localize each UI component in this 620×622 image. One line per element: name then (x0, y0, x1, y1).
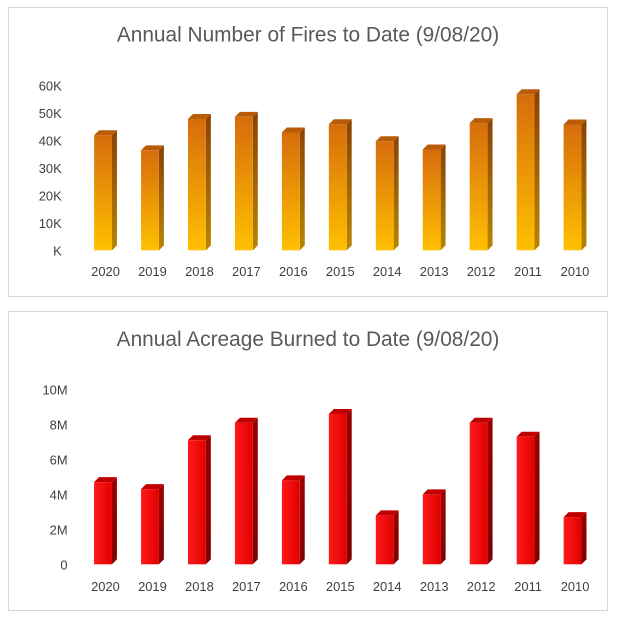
fires-plot-area: K 10K 20K 30K 40K 50K 60K 2020 2019 2018 2017 2016 2… (39, 78, 590, 279)
acreage-bar (281, 475, 305, 565)
fires-category-label: 2010 (561, 264, 590, 279)
acreage-ytick-label: 0 (60, 557, 67, 572)
fires-category-label: 2011 (514, 264, 542, 279)
acreage-bar (187, 435, 211, 565)
acreage-category-label: 2010 (561, 579, 590, 594)
fires-chart: Annual Number of Fires to Date (9/08/20)… (39, 24, 590, 279)
fires-category-label: 2016 (279, 264, 308, 279)
acreage-ytick-label: 2M (50, 522, 68, 537)
acreage-category-label: 2016 (279, 579, 308, 594)
acreage-bar (375, 510, 399, 565)
fires-bar (469, 118, 493, 251)
acreage-ytick-label: 10M (43, 382, 68, 397)
fires-ytick-label: 30K (39, 161, 62, 176)
acreage-category-label: 2020 (91, 579, 120, 594)
fires-bar (563, 119, 587, 251)
acreage-plot-area: 0 2M 4M 6M 8M 10M 2020 2019 2018 2017 2016 2015 2014… (43, 382, 590, 594)
acreage-category-label: 2018 (185, 579, 214, 594)
fires-chart-title: Annual Number of Fires to Date (9/08/20) (117, 24, 499, 47)
fires-bar (141, 145, 164, 251)
fires-category-label: 2020 (91, 264, 120, 279)
acreage-category-label: 2011 (514, 579, 542, 594)
acreage-category-label: 2013 (420, 579, 449, 594)
acreage-category-label: 2017 (232, 579, 261, 594)
fires-ytick-label: 60K (39, 78, 62, 93)
acreage-chart-title: Annual Acreage Burned to Date (9/08/20) (117, 328, 500, 351)
fires-bar (516, 89, 540, 251)
fires-chart-panel: Annual Number of Fires to Date (9/08/20)… (8, 7, 608, 297)
fires-category-label: 2014 (373, 264, 402, 279)
fires-ytick-label: 50K (39, 106, 62, 121)
fires-ytick-label: 40K (39, 133, 62, 148)
fires-category-label: 2018 (185, 264, 214, 279)
acreage-bar (234, 417, 258, 565)
acreage-ytick-label: 6M (50, 452, 68, 467)
acreage-category-label: 2014 (373, 579, 402, 594)
acreage-bar (422, 489, 446, 565)
acreage-bar (563, 512, 587, 565)
fires-ytick-label: K (53, 243, 62, 258)
fires-bar (281, 127, 305, 251)
fires-bar (188, 114, 211, 251)
acreage-chart: Annual Acreage Burned to Date (9/08/20) … (43, 328, 590, 594)
acreage-bar (141, 484, 164, 565)
fires-bar (234, 111, 258, 251)
acreage-bar (328, 408, 352, 565)
fires-ytick-label: 10K (39, 216, 62, 231)
acreage-bar (469, 417, 493, 565)
acreage-ytick-label: 4M (50, 487, 68, 502)
acreage-chart-panel: Annual Acreage Burned to Date (9/08/20) … (8, 311, 608, 611)
fires-category-label: 2017 (232, 264, 261, 279)
fires-bar (94, 130, 117, 251)
fires-category-label: 2019 (138, 264, 167, 279)
acreage-category-label: 2015 (326, 579, 355, 594)
fires-category-label: 2012 (467, 264, 496, 279)
fires-bar (375, 136, 399, 251)
acreage-bar (94, 477, 117, 565)
fires-ytick-label: 20K (39, 188, 62, 203)
acreage-category-label: 2019 (138, 579, 167, 594)
fires-category-label: 2015 (326, 264, 355, 279)
fires-category-label: 2013 (420, 264, 449, 279)
acreage-bar (516, 431, 540, 565)
acreage-category-label: 2012 (467, 579, 496, 594)
fires-bar (328, 119, 352, 251)
fires-bar (422, 144, 446, 251)
acreage-ytick-label: 8M (50, 417, 68, 432)
